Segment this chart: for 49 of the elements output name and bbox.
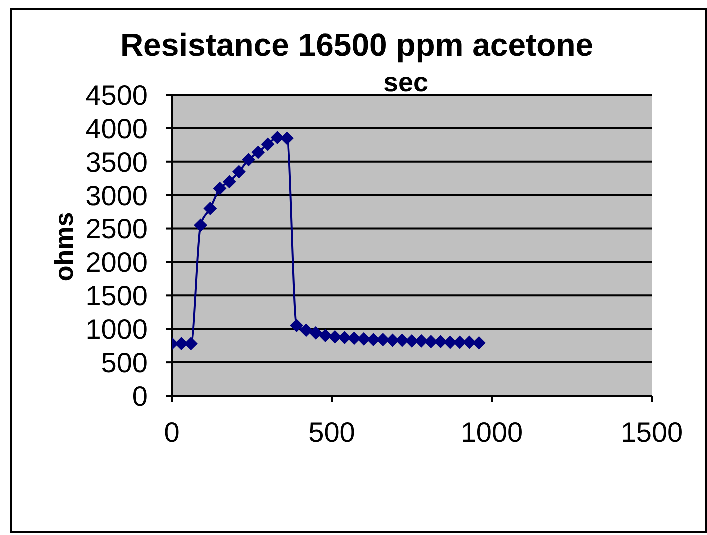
point	[376, 333, 390, 346]
point	[242, 153, 256, 166]
point	[319, 329, 332, 342]
y-tick-label: 3500	[86, 146, 148, 178]
point	[214, 182, 226, 196]
chart-title: Resistance 16500 ppm acetone	[120, 27, 594, 63]
point	[386, 334, 400, 347]
y-tick-label: 0	[132, 380, 148, 412]
y-axis-title: ohms	[49, 212, 79, 282]
point	[310, 326, 322, 340]
point	[271, 131, 284, 144]
y-tick-label: 500	[101, 347, 148, 378]
point	[472, 336, 486, 350]
point	[194, 218, 208, 232]
y-tick-label: 2500	[86, 214, 148, 245]
point	[223, 175, 236, 188]
point	[175, 337, 188, 350]
y-tick-label: 3000	[86, 180, 148, 212]
point	[454, 336, 466, 349]
x-tick-label: 1500	[620, 416, 684, 448]
point	[358, 332, 370, 346]
point	[348, 332, 361, 345]
point	[290, 319, 304, 332]
x-tick-label: 0	[164, 416, 180, 448]
point	[367, 333, 380, 346]
y-tick-label: 1500	[86, 280, 148, 312]
point	[204, 202, 217, 216]
point	[444, 336, 457, 349]
point	[328, 330, 342, 344]
point	[184, 337, 198, 350]
point	[252, 146, 265, 160]
point	[262, 138, 274, 151]
x-axis-title: sec	[383, 68, 429, 98]
point	[406, 334, 418, 348]
point	[338, 331, 352, 344]
point	[424, 335, 438, 348]
point	[396, 334, 409, 347]
point	[415, 334, 428, 348]
point	[434, 335, 448, 348]
point	[232, 165, 246, 178]
point	[280, 132, 294, 145]
y-tick-label: 2000	[86, 247, 148, 278]
x-tick-label: 1000	[460, 416, 524, 448]
y-tick-label: 4000	[86, 113, 148, 144]
y-tick-label: 4500	[86, 80, 148, 111]
point	[300, 324, 313, 337]
x-tick-label: 500	[308, 416, 356, 448]
point	[463, 336, 476, 349]
y-tick-label: 1000	[86, 314, 148, 346]
